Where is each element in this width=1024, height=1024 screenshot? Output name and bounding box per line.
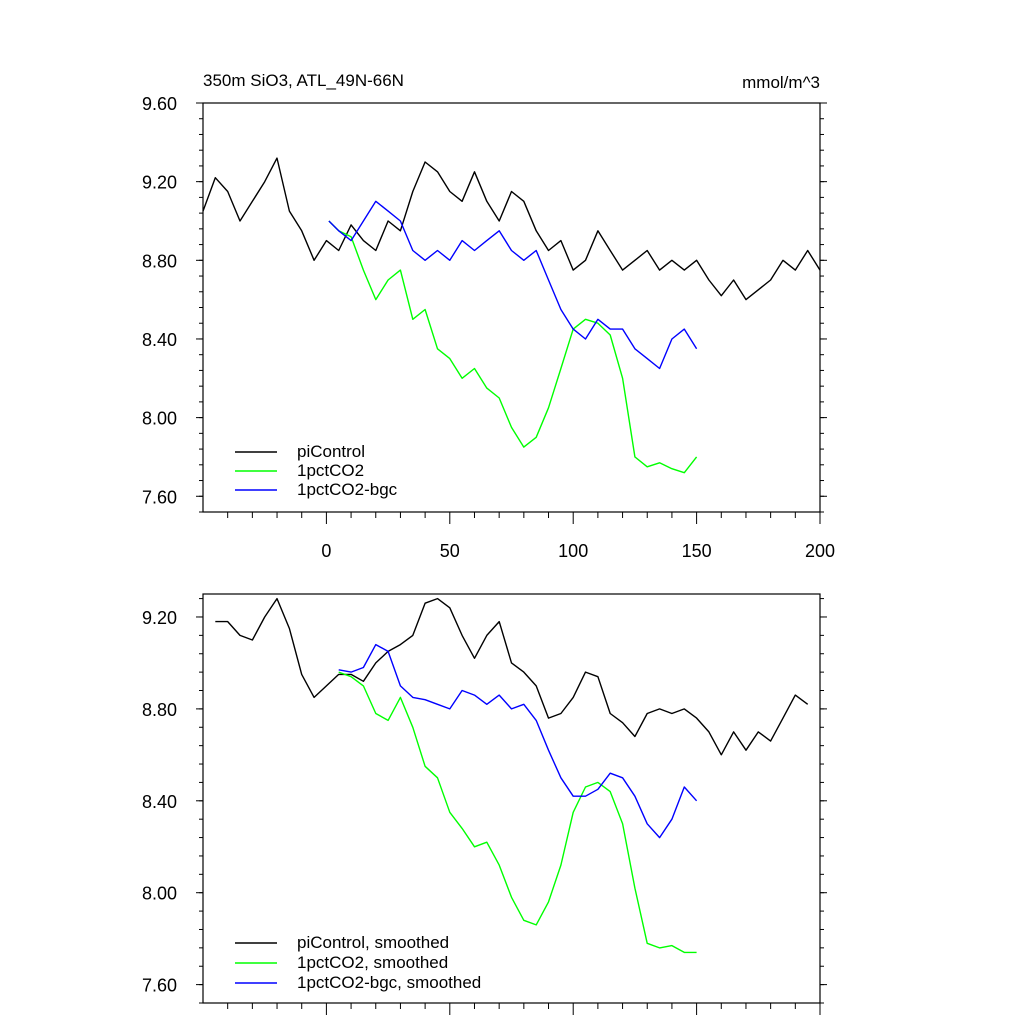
y-tick-label: 8.00 [142,884,177,904]
x-tick-label: 50 [440,541,460,561]
y-tick-label: 9.20 [142,173,177,193]
y-tick-label: 8.80 [142,251,177,271]
x-tick-label: 100 [558,541,588,561]
y-tick-label: 8.40 [142,792,177,812]
legend-label: piControl, smoothed [297,933,449,952]
y-tick-label: 7.60 [142,976,177,996]
legend-label: piControl [297,442,365,461]
y-tick-label: 8.40 [142,330,177,350]
bottom-plot-frame [202,593,821,1004]
top-series-lines [202,157,821,474]
series-line-picontrol [202,157,821,301]
top-panel-units: mmol/m^3 [742,73,820,92]
x-tick-label: 150 [682,541,712,561]
legend-label: 1pctCO2, smoothed [297,953,448,972]
series-line-1pctco2-smoothed [338,671,697,954]
legend-label: 1pctCO2-bgc [297,480,398,499]
y-tick-label: 8.80 [142,700,177,720]
top-y-axis: 7.60 8.00 8.40 8.80 9.20 9.60 [142,94,827,513]
legend-label: 1pctCO2 [297,461,364,480]
y-tick-label: 7.60 [142,487,177,507]
bottom-panel: 7.60 8.00 8.40 8.80 9.20 piControl, smoothed… [142,593,827,1015]
y-tick-label: 9.60 [142,94,177,114]
x-tick-label: 200 [805,541,835,561]
series-line-1pctco2-bgc-smoothed [338,643,698,839]
bottom-series-lines [215,597,809,954]
bottom-y-axis: 7.60 8.00 8.40 8.80 9.20 [142,598,827,1004]
top-plot-frame [202,102,821,513]
legend-label: 1pctCO2-bgc, smoothed [297,973,481,992]
y-tick-label: 9.20 [142,608,177,628]
series-line-1pctco2 [328,220,698,474]
top-panel-title: 350m SiO3, ATL_49N-66N [203,71,404,90]
series-line-picontrol-smoothed [215,597,809,756]
x-tick-label: 0 [321,541,331,561]
top-x-axis: 0 50 100 150 200 [227,512,835,561]
series-line-1pctco2-bgc [328,200,698,370]
top-panel: 350m SiO3, ATL_49N-66N mmol/m^3 7.60 8.00… [142,71,835,561]
y-tick-label: 8.00 [142,409,177,429]
bottom-x-axis [227,1003,821,1015]
